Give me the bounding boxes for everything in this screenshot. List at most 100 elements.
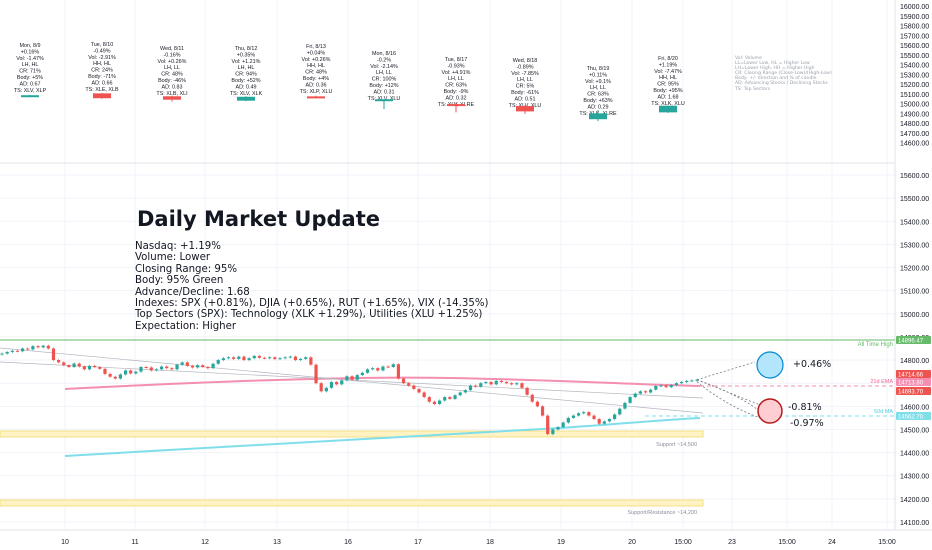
daily-stat-text: AD: 0.83 xyxy=(162,84,183,90)
intraday-candle xyxy=(520,383,524,388)
daily-stat-text: CR: 48% xyxy=(161,72,183,78)
daily-stat-text: Vol: -2.91% xyxy=(88,55,116,61)
daily-stat-text: CR: 100% xyxy=(372,77,397,83)
daily-stat-text: LH, LL xyxy=(376,70,392,76)
y-tick-label: 15500.00 xyxy=(900,53,929,60)
intraday-candle xyxy=(113,376,117,379)
daily-stat-text: Thu, 8/19 xyxy=(587,66,610,72)
intraday-candle xyxy=(257,355,262,358)
intraday-candle xyxy=(546,415,550,435)
daily-stat-text: LH, HL xyxy=(22,62,39,68)
intraday-candle xyxy=(422,392,426,398)
intraday-candle xyxy=(504,382,509,384)
price-tag-text: 14896.47 xyxy=(898,338,924,344)
daily-candle-body xyxy=(163,96,181,100)
daily-stat-text: CR: 63% xyxy=(587,92,609,98)
intraday-candle xyxy=(690,380,694,382)
ma-50d-label: 50d MA xyxy=(874,409,893,415)
intraday-candle xyxy=(474,385,478,387)
intraday-candle xyxy=(649,389,653,393)
summary-line: Expectation: Higher xyxy=(135,320,237,332)
intraday-candle xyxy=(412,385,416,389)
daily-stat-text: LH, LL xyxy=(590,85,606,91)
x-tick-label: 18 xyxy=(486,539,494,546)
daily-stat-text: Mon, 8/16 xyxy=(372,51,396,57)
projection-target-down xyxy=(757,398,783,424)
daily-stat-text: Body: -71% xyxy=(88,74,116,80)
daily-stat-text: HH, HL xyxy=(93,61,111,67)
daily-stat-text: CR: 48% xyxy=(305,70,327,76)
intraday-candle xyxy=(510,383,514,385)
intraday-candle xyxy=(216,360,220,364)
intraday-candle xyxy=(427,397,431,402)
intraday-candle xyxy=(468,385,473,391)
intraday-candle xyxy=(144,367,148,369)
intraday-candle xyxy=(319,383,323,392)
intraday-candle xyxy=(103,368,107,374)
intraday-candle xyxy=(582,412,586,414)
intraday-candle xyxy=(674,383,679,386)
daily-stat-text: TS: XLV, XLU xyxy=(368,96,401,102)
daily-stat-text: Tue, 8/17 xyxy=(445,57,468,63)
intraday-candle xyxy=(685,380,689,383)
daily-candle-body xyxy=(447,104,465,107)
y-tick-label: 15600.00 xyxy=(900,173,929,180)
intraday-candle xyxy=(31,346,35,350)
intraday-candle xyxy=(679,382,684,384)
intraday-candle xyxy=(654,385,658,390)
daily-stat-text: Fri, 8/13 xyxy=(306,44,326,50)
daily-stat-text: LH, LL xyxy=(448,76,464,82)
intraday-candle xyxy=(664,385,668,388)
daily-stat-text: TS: XLB, XLI xyxy=(156,91,187,97)
intraday-candle xyxy=(371,368,375,370)
x-tick-label: 20 xyxy=(628,539,636,546)
intraday-candle xyxy=(273,357,277,359)
daily-stat-text: -0.89% xyxy=(516,64,533,70)
intraday-candle xyxy=(15,350,20,352)
support-zone xyxy=(0,499,704,507)
x-tick-label: 15:00 xyxy=(878,539,896,546)
intraday-candle xyxy=(211,363,215,369)
intraday-candle xyxy=(530,394,534,402)
trendline xyxy=(0,361,704,399)
intraday-candle xyxy=(41,345,45,348)
y-tick-label: 14600.00 xyxy=(900,404,929,411)
intraday-candle xyxy=(314,364,318,384)
intraday-candle xyxy=(93,365,97,368)
intraday-candle xyxy=(437,400,442,405)
intraday-candle xyxy=(463,390,467,393)
intraday-candle xyxy=(139,367,143,372)
daily-stat-text: AD: 1.68 xyxy=(658,94,679,100)
daily-stat-text: Vol: -2.14% xyxy=(370,64,398,70)
intraday-candle xyxy=(283,357,287,359)
price-tag xyxy=(896,387,931,395)
intraday-candle xyxy=(247,358,251,361)
intraday-candle xyxy=(407,383,411,386)
intraday-candle xyxy=(57,360,61,363)
intraday-candle xyxy=(221,358,225,361)
intraday-candle xyxy=(633,393,637,398)
intraday-candle xyxy=(149,367,153,371)
summary-line: Advance/Decline: 1.68 xyxy=(135,286,250,298)
legend-line: LL=Lower Low, HL = Higher Low xyxy=(735,61,810,67)
intraday-candle xyxy=(252,355,256,359)
daily-stat-text: -0.2% xyxy=(377,57,391,63)
intraday-candle xyxy=(365,369,370,373)
intraday-candle xyxy=(226,357,231,359)
daily-candle-body xyxy=(93,93,111,99)
intraday-candle xyxy=(335,382,339,385)
summary-block: Nasdaq: +1.19% Volume: Lower Closing Ran… xyxy=(135,241,489,332)
projection-path xyxy=(696,379,763,414)
intraday-candle xyxy=(489,382,493,385)
price-tag-text: 14713.80 xyxy=(898,380,924,386)
intraday-candle xyxy=(576,413,581,416)
intraday-candle xyxy=(479,383,483,387)
daily-stat-text: Vol: -7.85% xyxy=(511,71,539,77)
daily-stat-text: AD: 0.32 xyxy=(446,95,467,101)
daily-candle-body xyxy=(659,105,677,113)
daily-stat-text: CR: 71% xyxy=(19,69,41,75)
intraday-candle xyxy=(0,353,4,355)
projection-target-up xyxy=(756,351,784,379)
daily-stat-text: Body: -46% xyxy=(158,78,186,84)
